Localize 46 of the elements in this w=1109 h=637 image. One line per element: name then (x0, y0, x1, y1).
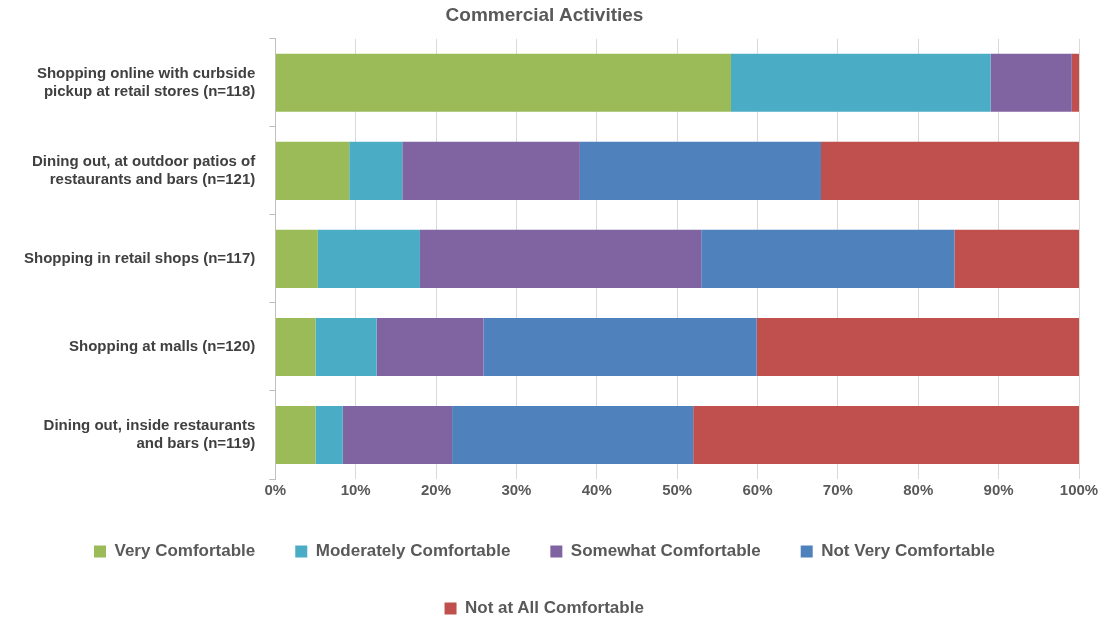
bar (954, 229, 1079, 288)
legend-label: Not at All Comfortable (465, 598, 644, 618)
bar (275, 53, 731, 112)
x-tick-label: 70% (822, 481, 853, 499)
bar (452, 405, 694, 465)
bar (419, 229, 702, 288)
bar (376, 317, 484, 376)
bar (756, 317, 1079, 376)
bar (1071, 53, 1079, 112)
bar (317, 229, 420, 288)
x-tick-label: 90% (983, 481, 1014, 499)
y-tick-label: Dining out, at outdoor patios of restaurants and bars (n=121) (31, 152, 257, 187)
x-tick-label: 100% (1059, 481, 1099, 499)
x-tick-label: 60% (742, 481, 773, 499)
x-tick-label: 20% (421, 481, 452, 499)
x-tick-label: 10% (340, 481, 371, 499)
legend-label: Not Very Comfortable (821, 541, 996, 561)
x-tick-label: 40% (581, 481, 612, 499)
bar (821, 141, 1079, 200)
bar (579, 141, 822, 200)
x-tick-label: 30% (501, 481, 532, 499)
bar (275, 405, 316, 465)
x-tick-label: 50% (662, 481, 693, 499)
legend-label: Moderately Comfortable (315, 541, 511, 561)
bar (693, 405, 1079, 465)
bar (701, 229, 955, 288)
chart-title: Commercial Activities (445, 3, 644, 25)
bar (342, 405, 453, 465)
y-tick-label: Shopping online with curbside pickup at retail stores (n=118) (36, 63, 256, 99)
bar (315, 317, 377, 376)
x-tick-label: 0% (264, 481, 287, 499)
bar (275, 141, 350, 200)
y-tick-label: Dining out, inside restaurants and bars (n=119) (43, 416, 256, 452)
bar (483, 317, 757, 376)
bar (990, 53, 1072, 112)
bar (275, 317, 316, 376)
x-tick-label: 80% (903, 481, 934, 499)
legend-label: Somewhat Comfortable (570, 541, 761, 561)
bar (402, 141, 580, 200)
bar (349, 141, 403, 200)
y-tick-label: Shopping in retail shops (n=117) (23, 249, 256, 267)
y-tick-label: Shopping at malls (n=120) (68, 337, 256, 355)
legend-label: Very Comfortable (114, 541, 256, 561)
bar (315, 405, 343, 465)
bar (275, 229, 318, 288)
bar (730, 53, 991, 112)
